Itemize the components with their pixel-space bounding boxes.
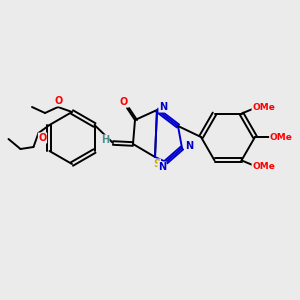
Text: N: N (185, 141, 193, 151)
Text: OMe: OMe (270, 133, 292, 142)
Text: O: O (55, 96, 63, 106)
Text: O: O (120, 97, 128, 107)
Text: S: S (153, 159, 161, 169)
Text: N: N (158, 162, 166, 172)
Text: H: H (101, 135, 109, 145)
Text: OMe: OMe (252, 162, 275, 171)
Text: OMe: OMe (252, 103, 275, 112)
Text: O: O (38, 133, 46, 143)
Text: N: N (159, 102, 167, 112)
